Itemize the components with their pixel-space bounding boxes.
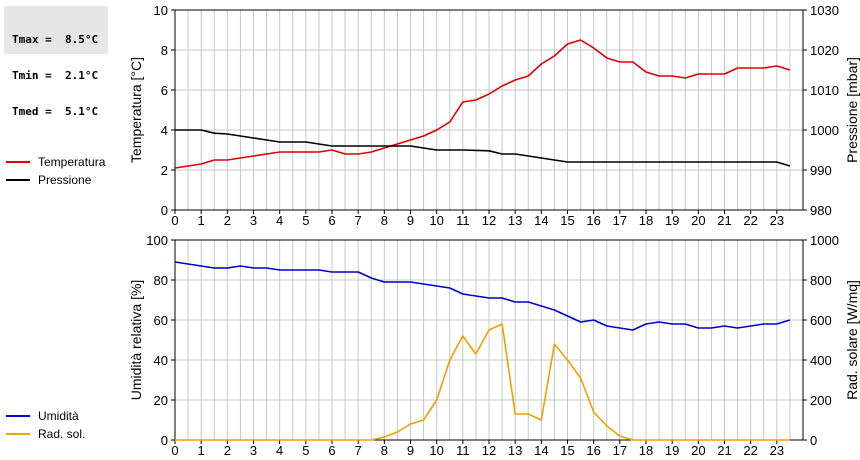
x-tick-label: 3 [250,213,257,228]
x-tick-label: 10 [429,443,443,458]
stat-tmin: Tmin = 2.1°C [12,70,108,82]
x-tick-label: 20 [691,443,705,458]
series-line-pressione [175,129,791,167]
x-tick-label: 17 [613,213,627,228]
stats-box: Tmax = 8.5°C Tmin = 2.1°C Tmed = 5.1°C [4,6,108,118]
y-tick-label-right: 600 [810,313,832,328]
y-tick-label-right: 200 [810,393,832,408]
x-tick-label: 21 [717,443,731,458]
stat-label: Tmax = [12,33,52,46]
x-tick-label: 1 [198,213,205,228]
x-tick-label: 9 [407,443,414,458]
x-tick-label: 8 [381,443,388,458]
x-tick-label: 22 [743,443,757,458]
x-tick-label: 12 [482,213,496,228]
series-line-rad-sol- [175,323,790,441]
stat-label: Tmed = [12,105,52,118]
x-tick-label: 16 [586,213,600,228]
y-tick-label-right: 1000 [810,123,839,138]
x-tick-label: 9 [407,213,414,228]
y-tick-label-left: 10 [154,3,168,18]
stat-tmax: Tmax = 8.5°C [12,34,108,46]
x-tick-label: 10 [429,213,443,228]
stat-label: Tmin = [12,69,52,82]
y-tick-label-right: 800 [810,273,832,288]
x-tick-label: 0 [171,443,178,458]
x-tick-label: 17 [613,443,627,458]
y-tick-label-left: 0 [161,433,168,448]
y-tick-label-right: 1030 [810,3,839,18]
x-tick-label: 19 [665,443,679,458]
x-tick-label: 15 [560,443,574,458]
x-tick-label: 13 [508,213,522,228]
legend-label: Temperatura [38,155,106,169]
x-tick-label: 2 [224,213,231,228]
y-tick-label-right: 1010 [810,83,839,98]
legend-label: Rad. sol. [38,427,85,441]
y-tick-label-left: 60 [154,313,168,328]
y-tick-label-left: 20 [154,393,168,408]
x-tick-label: 12 [482,443,496,458]
x-tick-label: 5 [302,443,309,458]
series-line-umidità [174,261,791,331]
y-axis-title-right: Rad. solare [W/mq] [844,280,860,400]
y-tick-label-right: 400 [810,353,832,368]
chart-panel-1: 0 1 2 3 4 5 6 7 8 9 10 11 12 13 14 15 16 17 18 19 20 21 22 2302… [6,3,860,228]
stat-value: 5.1°C [65,105,99,118]
x-tick-label: 7 [355,213,362,228]
x-tick-label: 6 [328,443,335,458]
x-tick-label: 15 [560,213,574,228]
x-tick-label: 8 [381,213,388,228]
x-tick-label: 2 [224,443,231,458]
y-tick-label-left: 100 [146,233,168,248]
x-tick-label: 0 [171,213,178,228]
y-tick-label-right: 1000 [810,233,839,248]
y-tick-label-right: 0 [810,433,817,448]
x-tick-label: 23 [770,213,784,228]
stat-tmed: Tmed = 5.1°C [12,106,108,118]
y-axis-title-left: Temperatura [°C] [128,57,144,163]
legend-label: Umidità [38,409,79,423]
x-tick-label: 4 [276,443,283,458]
y-tick-label-left: 0 [161,203,168,218]
x-tick-label: 6 [328,213,335,228]
y-tick-label-right: 990 [810,163,832,178]
x-tick-label: 21 [717,213,731,228]
y-tick-label-left: 6 [161,83,168,98]
y-tick-label-left: 80 [154,273,168,288]
legend-label: Pressione [38,173,92,187]
stat-value: 8.5°C [65,33,99,46]
x-tick-label: 3 [250,443,257,458]
x-tick-label: 11 [456,213,470,228]
x-tick-label: 18 [639,213,653,228]
y-axis-title-left: Umidità relativa [%] [128,280,144,401]
series-line-temperatura [174,39,791,169]
x-tick-label: 23 [770,443,784,458]
y-tick-label-right: 1020 [810,43,839,58]
x-tick-label: 13 [508,443,522,458]
x-tick-label: 5 [302,213,309,228]
x-tick-label: 4 [276,213,283,228]
x-tick-label: 14 [534,213,548,228]
y-axis-title-right: Pressione [mbar] [844,57,860,163]
x-tick-label: 7 [355,443,362,458]
y-tick-label-left: 4 [161,123,168,138]
y-tick-label-left: 8 [161,43,168,58]
x-tick-label: 22 [743,213,757,228]
y-tick-label-left: 40 [154,353,168,368]
x-tick-label: 1 [198,443,205,458]
y-tick-label-right: 980 [810,203,832,218]
stat-value: 2.1°C [65,69,99,82]
x-tick-label: 19 [665,213,679,228]
x-tick-label: 20 [691,213,705,228]
x-tick-label: 16 [586,443,600,458]
x-tick-label: 11 [456,443,470,458]
chart-panel-2: 0 1 2 3 4 5 6 7 8 9 10 11 12 13 14 15 16 17 18 19 20 21 22 2302… [6,233,860,458]
x-tick-label: 18 [639,443,653,458]
y-tick-label-left: 2 [161,163,168,178]
x-tick-label: 14 [534,443,548,458]
